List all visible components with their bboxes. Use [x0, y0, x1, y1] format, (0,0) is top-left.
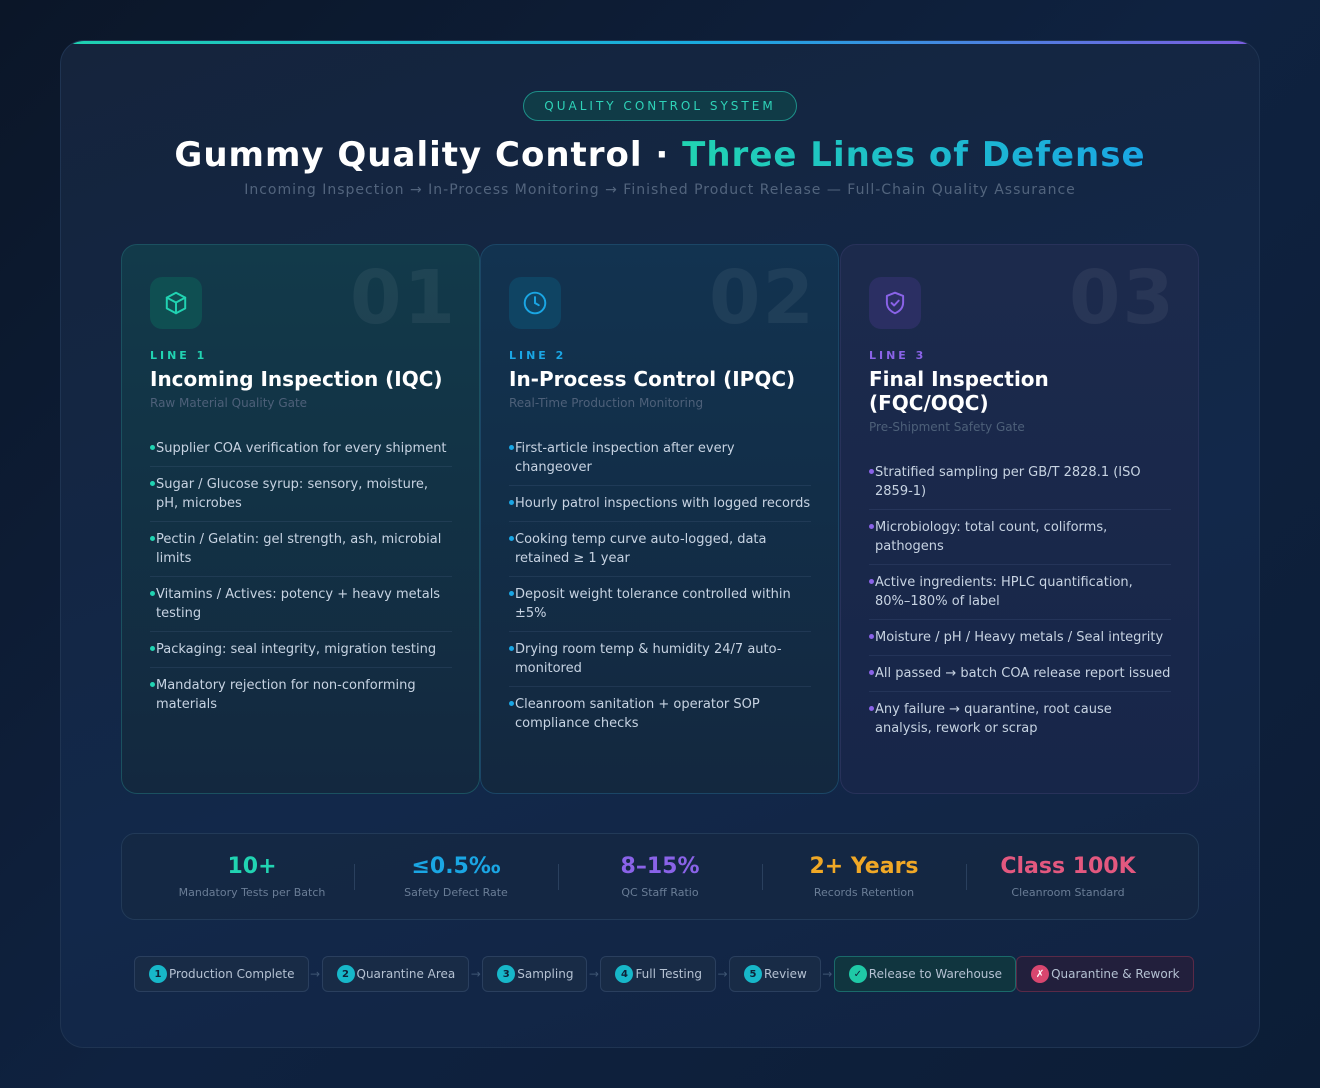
step-label: Production Complete — [169, 967, 295, 981]
step-label: Review — [763, 967, 807, 981]
stat-value: 8–15% — [620, 854, 700, 879]
list-item: All passed → batch COA release report is… — [869, 656, 1171, 692]
cube-icon — [150, 277, 202, 329]
step-label: Quarantine Area — [356, 967, 456, 981]
flow-step-full-testing: 4 Full Testing — [600, 956, 716, 992]
stat-staff-ratio: 8–15% QC Staff Ratio — [558, 854, 762, 899]
card-subtitle: Raw Material Quality Gate — [150, 396, 308, 410]
stat-label: QC Staff Ratio — [621, 886, 699, 899]
list-item: First-article inspection after every cha… — [509, 431, 811, 486]
card-line-label: LINE 1 — [150, 349, 208, 362]
list-item: Stratified sampling per GB/T 2828.1 (ISO… — [869, 455, 1171, 510]
flow-step-release-to-warehouse: ✓ Release to Warehouse — [833, 956, 1017, 992]
process-flow: 1 Production Complete → 2 Quarantine Are… — [134, 956, 1194, 992]
step-number-badge: 5 — [743, 965, 762, 983]
list-item: Hourly patrol inspections with logged re… — [509, 486, 811, 522]
stats-bar: 10+ Mandatory Tests per Batch ≤0.5‰ Safe… — [121, 833, 1199, 920]
stat-value: 2+ Years — [809, 854, 919, 879]
step-label: Release to Warehouse — [868, 967, 1003, 981]
card-number: 03 — [1069, 255, 1176, 341]
card-number: 02 — [709, 255, 816, 341]
list-item: Packaging: seal integrity, migration tes… — [150, 632, 452, 668]
flow-step-quarantine-rework: ✗ Quarantine & Rework — [1016, 956, 1194, 992]
arrow-right-icon: → — [470, 967, 481, 981]
card-number: 01 — [350, 255, 457, 341]
main-panel: QUALITY CONTROL SYSTEM Gummy Quality Con… — [60, 40, 1260, 1048]
clock-icon — [509, 277, 561, 329]
step-label: Full Testing — [635, 967, 702, 981]
list-item: Moisture / pH / Heavy metals / Seal inte… — [869, 620, 1171, 656]
card-subtitle: Real-Time Production Monitoring — [509, 396, 704, 410]
check-icon: ✓ — [848, 965, 867, 983]
stat-defect-rate: ≤0.5‰ Safety Defect Rate — [354, 854, 558, 899]
card-title: Incoming Inspection (IQC) — [150, 367, 443, 391]
stat-cleanroom: Class 100K Cleanroom Standard — [966, 854, 1170, 899]
list-item: Supplier COA verification for every ship… — [150, 431, 452, 467]
card-title: Final Inspection (FQC/OQC) — [869, 367, 1049, 415]
step-label: Sampling — [517, 967, 574, 981]
list-item: Deposit weight tolerance controlled with… — [509, 577, 811, 632]
arrow-right-icon: → — [309, 967, 321, 981]
cross-icon: ✗ — [1031, 965, 1050, 983]
stat-retention: 2+ Years Records Retention — [762, 854, 966, 899]
page-title: Gummy Quality Control · Three Lines of D… — [61, 135, 1259, 175]
list-item: Microbiology: total count, coliforms, pa… — [869, 510, 1171, 565]
list-item: Vitamins / Actives: potency + heavy meta… — [150, 577, 452, 632]
flow-step-production-complete: 1 Production Complete — [134, 956, 309, 992]
arrow-right-icon: → — [588, 967, 599, 981]
stat-tests: 10+ Mandatory Tests per Batch — [150, 854, 354, 899]
stat-value: Class 100K — [1000, 854, 1136, 879]
card-line-2: 02 LINE 2 In-Process Control (IPQC) Real… — [480, 244, 839, 794]
stat-label: Records Retention — [813, 886, 915, 899]
stat-label: Safety Defect Rate — [404, 886, 508, 899]
step-label: Quarantine & Rework — [1051, 967, 1180, 981]
card-line-label: LINE 2 — [509, 349, 567, 362]
stat-label: Mandatory Tests per Batch — [178, 886, 326, 899]
card-line-3: 03 LINE 3 Final Inspection (FQC/OQC) Pre… — [840, 244, 1199, 794]
list-item: Pectin / Gelatin: gel strength, ash, mic… — [150, 522, 452, 577]
gradient-top-bar — [61, 41, 1259, 44]
list-item: Cleanroom sanitation + operator SOP comp… — [509, 687, 811, 741]
list-item: Any failure → quarantine, root cause ana… — [869, 692, 1171, 746]
list-item: Mandatory rejection for non-conforming m… — [150, 668, 452, 722]
checklist: First-article inspection after every cha… — [509, 431, 811, 741]
card-line-label: LINE 3 — [869, 349, 927, 362]
step-number-badge: 4 — [615, 965, 634, 983]
defense-lines: 01 LINE 1 Incoming Inspection (IQC) Raw … — [121, 244, 1199, 794]
step-number-badge: 1 — [149, 965, 167, 983]
flow-step-sampling: 3 Sampling — [482, 956, 588, 992]
checklist: Stratified sampling per GB/T 2828.1 (ISO… — [869, 455, 1171, 746]
stat-value: ≤0.5‰ — [411, 854, 501, 879]
stat-value: 10+ — [227, 854, 277, 879]
step-number-badge: 3 — [497, 965, 516, 983]
card-subtitle: Pre-Shipment Safety Gate — [869, 420, 1025, 434]
list-item: Sugar / Glucose syrup: sensory, moisture… — [150, 467, 452, 522]
card-line-1: 01 LINE 1 Incoming Inspection (IQC) Raw … — [121, 244, 480, 794]
list-item: Active ingredients: HPLC quantification,… — [869, 565, 1171, 620]
flow-step-review: 5 Review — [728, 956, 821, 992]
checklist: Supplier COA verification for every ship… — [150, 431, 452, 722]
list-item: Drying room temp & humidity 24/7 auto-mo… — [509, 632, 811, 687]
shield-check-icon — [869, 277, 921, 329]
arrow-right-icon: → — [822, 967, 833, 981]
page-subtitle: Incoming Inspection → In-Process Monitor… — [244, 182, 1076, 198]
title-accent: Three Lines of Defense — [682, 135, 1146, 175]
stat-label: Cleanroom Standard — [1011, 886, 1125, 899]
flow-step-quarantine-area: 2 Quarantine Area — [321, 956, 470, 992]
step-number-badge: 2 — [336, 965, 355, 983]
list-item: Cooking temp curve auto-logged, data ret… — [509, 522, 811, 577]
arrow-right-icon: → — [717, 967, 728, 981]
title-main: Gummy Quality Control · — [174, 135, 683, 175]
card-title: In-Process Control (IPQC) — [509, 367, 796, 391]
system-badge: QUALITY CONTROL SYSTEM — [523, 91, 797, 121]
